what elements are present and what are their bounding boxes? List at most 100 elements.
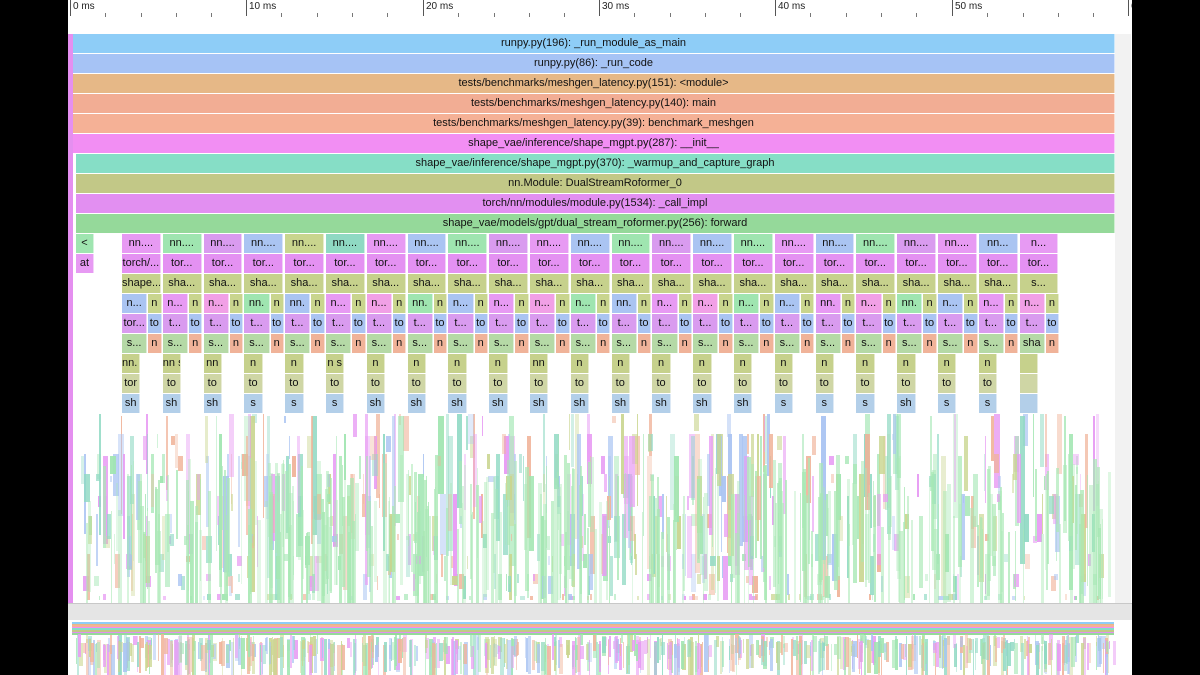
deep-stack-frame[interactable] (219, 481, 223, 587)
stack-frame[interactable]: nn.... (326, 234, 365, 253)
stack-frame[interactable]: shape_vae/inference/shape_mgpt.py(370): … (76, 154, 1115, 173)
deep-stack-frame[interactable] (174, 434, 178, 468)
deep-stack-frame[interactable] (1036, 514, 1042, 542)
stack-frame[interactable]: tor (122, 374, 141, 393)
stack-frame[interactable]: nn.... (366, 234, 406, 253)
deep-stack-frame[interactable] (953, 516, 956, 604)
deep-stack-frame[interactable] (1032, 414, 1035, 497)
deep-stack-frame[interactable] (769, 576, 772, 590)
deep-stack-frame[interactable] (190, 501, 195, 604)
stack-frame-small[interactable]: to (1045, 314, 1060, 333)
deep-stack-frame[interactable] (222, 594, 228, 600)
deep-stack-frame[interactable] (886, 414, 891, 534)
deep-stack-frame[interactable] (904, 487, 906, 600)
deep-stack-frame[interactable] (917, 474, 920, 497)
deep-stack-frame[interactable] (99, 596, 101, 600)
deep-stack-frame[interactable] (868, 594, 871, 600)
deep-stack-frame[interactable] (583, 514, 587, 545)
deep-stack-frame[interactable] (846, 479, 850, 546)
deep-stack-frame[interactable] (736, 481, 740, 604)
deep-stack-frame[interactable] (686, 516, 693, 578)
deep-stack-frame[interactable] (569, 556, 572, 579)
deep-stack-frame[interactable] (622, 514, 626, 585)
deep-stack-frame[interactable] (1024, 554, 1031, 569)
deep-stack-frame[interactable] (468, 414, 474, 444)
deep-stack-frame[interactable] (481, 521, 484, 604)
deep-stack-frame[interactable] (1041, 494, 1044, 534)
stack-frame[interactable]: nn.... (856, 234, 896, 253)
deep-stack-frame[interactable] (727, 434, 733, 510)
deep-stack-frame[interactable] (310, 416, 314, 544)
deep-stack-frame[interactable] (277, 473, 280, 604)
deep-stack-frame[interactable] (472, 434, 477, 507)
stack-frame[interactable]: torch/... (122, 254, 161, 273)
deep-stack-frame[interactable] (255, 461, 257, 525)
deep-stack-frame[interactable] (329, 527, 332, 591)
deep-stack-frame[interactable] (616, 476, 620, 580)
deep-stack-frame[interactable] (953, 414, 957, 502)
stack-frame[interactable]: sha... (611, 274, 651, 293)
stack-frame[interactable]: s (285, 394, 304, 413)
deep-stack-frame[interactable] (984, 436, 986, 503)
deep-stack-frame[interactable] (1095, 414, 1099, 506)
deep-stack-frame[interactable] (422, 454, 425, 477)
deep-stack-frame[interactable] (493, 477, 496, 573)
stack-frame[interactable]: n... (652, 294, 678, 313)
stack-frame-small[interactable]: n (882, 334, 896, 353)
deep-stack-frame[interactable] (963, 496, 965, 503)
stack-frame-small[interactable]: n (270, 334, 284, 353)
deep-stack-frame[interactable] (147, 521, 150, 604)
stack-frame-small[interactable]: n (1045, 294, 1060, 313)
deep-stack-frame[interactable] (263, 476, 268, 507)
deep-stack-frame[interactable] (578, 485, 582, 604)
stack-frame[interactable]: to (244, 374, 263, 393)
deep-stack-frame[interactable] (861, 461, 864, 562)
deep-stack-frame[interactable] (547, 576, 553, 594)
deep-stack-frame[interactable] (953, 576, 956, 592)
stack-frame[interactable]: n (978, 354, 998, 373)
stack-frame[interactable]: s... (448, 334, 474, 353)
stack-frame[interactable]: nn.... (203, 234, 243, 253)
deep-stack-frame[interactable] (159, 476, 164, 483)
deep-stack-frame[interactable] (1063, 465, 1067, 533)
deep-stack-frame[interactable] (1086, 475, 1088, 586)
deep-stack-frame[interactable] (1045, 476, 1047, 570)
stack-frame[interactable]: t... (774, 314, 801, 333)
deep-stack-frame[interactable] (1002, 513, 1004, 604)
stack-frame[interactable]: sh (203, 394, 222, 413)
stack-frame[interactable]: sh (652, 394, 671, 413)
deep-stack-frame[interactable] (386, 436, 391, 452)
deep-stack-frame[interactable] (391, 416, 395, 518)
stack-frame-small[interactable]: to (556, 314, 570, 333)
deep-stack-frame[interactable] (1088, 554, 1092, 566)
stack-frame[interactable]: sha (1019, 334, 1045, 353)
deep-stack-frame[interactable] (205, 416, 209, 463)
stack-frame[interactable]: shape_vae/inference/shape_mgpt.py(287): … (73, 134, 1115, 153)
deep-stack-frame[interactable] (450, 556, 455, 568)
stack-frame[interactable]: sh (407, 394, 426, 413)
deep-stack-frame[interactable] (559, 513, 562, 598)
deep-stack-frame[interactable] (904, 576, 910, 598)
stack-frame-small[interactable]: n (760, 334, 774, 353)
deep-stack-frame[interactable] (118, 510, 122, 604)
deep-stack-frame[interactable] (162, 454, 165, 483)
stack-frame[interactable]: to (448, 374, 467, 393)
stack-frame[interactable]: nn.... (122, 234, 161, 253)
stack-frame[interactable]: sha... (652, 274, 692, 293)
stack-frame-small[interactable]: n (964, 294, 978, 313)
deep-stack-frame[interactable] (269, 492, 273, 604)
deep-stack-frame[interactable] (448, 436, 454, 551)
stack-frame[interactable]: s... (489, 334, 515, 353)
deep-stack-frame[interactable] (736, 513, 741, 604)
stack-frame[interactable]: nn.... (570, 234, 610, 253)
stack-frame[interactable]: tor... (407, 254, 447, 273)
deep-stack-frame[interactable] (542, 474, 546, 504)
deep-stack-frame[interactable] (807, 458, 811, 564)
deep-stack-frame[interactable] (598, 502, 603, 604)
deep-stack-frame[interactable] (581, 494, 585, 561)
deep-stack-frame[interactable] (240, 462, 242, 584)
deep-stack-frame[interactable] (469, 596, 472, 600)
deep-stack-frame[interactable] (540, 516, 544, 599)
deep-stack-frame[interactable] (533, 574, 535, 581)
deep-stack-frame[interactable] (586, 434, 593, 484)
